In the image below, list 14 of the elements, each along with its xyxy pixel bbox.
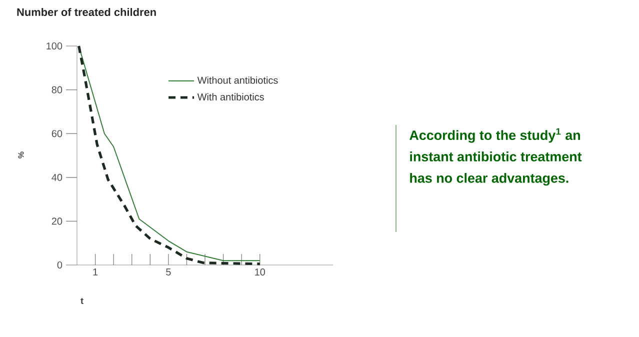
x-tick-label: 10 [255,268,266,276]
x-tick-label: 5 [166,268,171,276]
legend-label: Without antibiotics [197,76,278,84]
x-tick-label: 1 [93,268,98,276]
y-tick-label: 80 [52,86,62,94]
y-tick-label: 20 [52,218,62,225]
y-tick-label: 40 [52,174,62,181]
y-tick-label: 100 [46,42,62,50]
y-tick-label: 0 [57,261,62,269]
x-axis-title: t [80,298,84,304]
y-tick-label: 60 [52,130,62,138]
chart-title: Number of treated children [17,8,156,16]
text: According to the study$^{1}$ an instant antibiotic treatment has no clear advantages. [410,128,582,186]
legend-label: With antibiotics [197,93,264,100]
